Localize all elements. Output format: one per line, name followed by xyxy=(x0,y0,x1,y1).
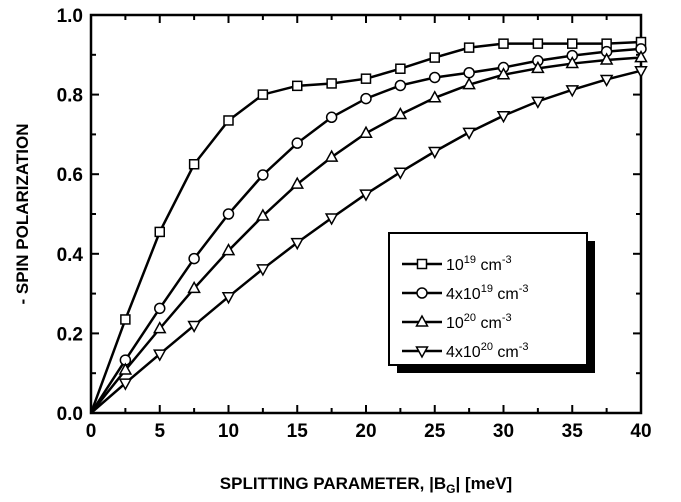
data-point xyxy=(221,243,236,256)
legend-entries: 1019 cm-3 4x1019 cm-3 1020 cm-3 4x1020 cm-3 xyxy=(402,254,529,361)
data-point xyxy=(565,85,580,98)
legend-label: 1019 cm-3 xyxy=(446,254,512,274)
x-axis-title: SPLITTING PARAMETER, |BG| [meV] xyxy=(220,474,512,496)
data-point xyxy=(496,110,511,124)
data-point xyxy=(599,52,614,65)
y-tick-label: 0.0 xyxy=(57,404,83,425)
legend-entry: 1020 cm-3 xyxy=(402,312,512,332)
data-point xyxy=(532,38,544,49)
data-point xyxy=(427,146,442,160)
data-point xyxy=(324,149,339,162)
data-point xyxy=(152,349,167,362)
series-triangle-up xyxy=(90,50,648,414)
data-point xyxy=(359,189,373,202)
data-point xyxy=(395,63,406,74)
data-point xyxy=(152,321,167,334)
data-point xyxy=(118,362,133,375)
data-point xyxy=(120,314,131,325)
data-point xyxy=(187,320,201,333)
y-tick-label: 0.8 xyxy=(57,86,83,107)
data-point xyxy=(325,111,338,124)
data-point xyxy=(257,169,269,181)
data-point xyxy=(531,96,545,109)
y-tick-label: 0.2 xyxy=(57,324,83,345)
data-point xyxy=(326,78,337,89)
data-point xyxy=(429,52,440,63)
y-tick-label: 0.4 xyxy=(57,245,84,266)
data-point xyxy=(188,252,200,265)
legend-marker xyxy=(415,346,429,359)
data-point xyxy=(531,60,545,74)
data-point xyxy=(360,92,372,105)
axis-ticks xyxy=(90,14,642,414)
x-tick-label: 40 xyxy=(630,421,651,442)
data-point xyxy=(291,137,303,149)
legend-marker xyxy=(416,258,428,270)
data-point xyxy=(393,167,408,180)
data-point xyxy=(599,74,614,88)
data-point xyxy=(462,127,476,140)
y-tick-label: 1.0 xyxy=(57,6,83,27)
data-point xyxy=(154,302,166,315)
legend-entry: 4x1020 cm-3 xyxy=(402,341,529,361)
data-point xyxy=(498,38,509,49)
data-point xyxy=(221,292,236,305)
legend-label: 4x1020 cm-3 xyxy=(446,341,529,361)
x-tick-label: 15 xyxy=(287,421,309,442)
series-triangle-down xyxy=(90,65,648,414)
data-point xyxy=(394,79,407,92)
data-point xyxy=(634,65,648,79)
data-point xyxy=(393,106,408,120)
legend-entry: 4x1019 cm-3 xyxy=(402,283,529,303)
data-point xyxy=(360,73,372,84)
data-point xyxy=(223,115,234,126)
legend-label: 1020 cm-3 xyxy=(446,312,512,332)
data-point xyxy=(290,176,305,189)
series-layer xyxy=(89,36,648,414)
data-point xyxy=(463,66,475,79)
x-tick-label: 20 xyxy=(355,421,376,442)
data-point xyxy=(118,378,133,391)
data-point xyxy=(154,226,165,238)
data-point xyxy=(565,55,580,69)
y-tick-labels: 0.0 0.2 0.4 0.6 0.8 1.0 xyxy=(57,6,84,425)
data-point xyxy=(462,77,476,90)
data-point xyxy=(257,89,269,100)
legend-entry: 1019 cm-3 xyxy=(402,254,512,274)
legend-box xyxy=(388,232,588,366)
data-point xyxy=(567,38,578,49)
y-axis-title: - SPIN POLARIZATION xyxy=(13,123,32,304)
legend-label: 4x1019 cm-3 xyxy=(446,283,529,303)
y-tick-label: 0.6 xyxy=(57,165,83,186)
data-point xyxy=(634,50,648,63)
x-tick-label: 10 xyxy=(218,421,239,442)
data-point xyxy=(429,71,441,84)
legend: 1019 cm-3 4x1019 cm-3 1020 cm-3 4x1020 cm-3 xyxy=(388,232,595,373)
data-point xyxy=(496,67,511,80)
x-tick-label: 0 xyxy=(86,421,97,442)
data-point xyxy=(427,90,442,103)
series-square xyxy=(89,36,647,414)
data-point xyxy=(256,208,270,221)
x-tick-label: 25 xyxy=(424,421,446,442)
legend-marker xyxy=(416,287,428,299)
x-tick-labels: 0 5 10 15 20 25 30 35 40 xyxy=(86,421,652,442)
data-point xyxy=(290,237,305,251)
data-point xyxy=(256,264,270,277)
data-point xyxy=(359,125,373,138)
data-point xyxy=(463,42,475,53)
data-point xyxy=(188,159,200,170)
data-point xyxy=(222,208,235,220)
data-point xyxy=(187,280,201,294)
x-tick-label: 35 xyxy=(562,421,584,442)
x-tick-label: 5 xyxy=(154,421,165,442)
data-point xyxy=(324,213,339,226)
x-tick-label: 30 xyxy=(493,421,514,442)
legend-marker xyxy=(415,314,429,327)
data-point xyxy=(292,80,303,92)
